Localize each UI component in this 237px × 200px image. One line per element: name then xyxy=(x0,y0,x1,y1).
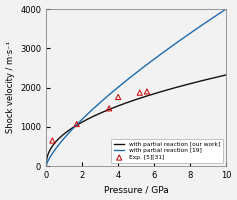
with partial reaction [our work] xyxy=(220,75,223,77)
with partial reaction [19] xyxy=(45,165,48,167)
Y-axis label: Shock velocity / m·s⁻¹: Shock velocity / m·s⁻¹ xyxy=(5,42,14,133)
with partial reaction [19] xyxy=(130,75,133,78)
Exp. [5][31] xyxy=(107,107,111,110)
with partial reaction [19] xyxy=(192,30,195,32)
Exp. [5][31] xyxy=(138,91,142,94)
with partial reaction [19] xyxy=(142,66,145,68)
Exp. [5][31] xyxy=(116,95,120,99)
with partial reaction [19] xyxy=(225,8,228,10)
Exp. [5][31] xyxy=(75,122,79,126)
with partial reaction [19] xyxy=(220,11,223,13)
with partial reaction [our work] xyxy=(192,82,195,84)
with partial reaction [our work] xyxy=(152,93,155,95)
Exp. [5][31] xyxy=(50,139,54,142)
with partial reaction [19] xyxy=(131,74,134,77)
Legend: with partial reaction [our work], with partial reaction [19], Exp. [5][31]: with partial reaction [our work], with p… xyxy=(111,139,223,163)
with partial reaction [our work] xyxy=(142,96,145,98)
X-axis label: Pressure / GPa: Pressure / GPa xyxy=(104,185,169,194)
Line: with partial reaction [our work]: with partial reaction [our work] xyxy=(46,75,226,166)
with partial reaction [our work] xyxy=(45,165,48,167)
with partial reaction [19] xyxy=(152,59,155,61)
with partial reaction [our work] xyxy=(130,100,133,102)
with partial reaction [our work] xyxy=(225,74,228,76)
with partial reaction [our work] xyxy=(131,99,134,102)
Line: with partial reaction [19]: with partial reaction [19] xyxy=(46,9,226,166)
Exp. [5][31] xyxy=(145,90,149,93)
